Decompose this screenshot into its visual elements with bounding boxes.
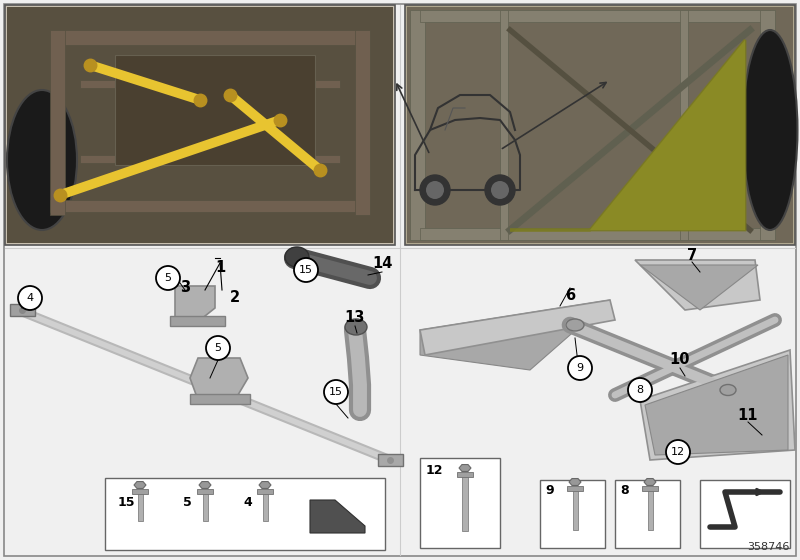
Polygon shape [310, 500, 365, 533]
Text: 13: 13 [345, 310, 365, 325]
Circle shape [420, 175, 450, 205]
Bar [760, 10, 775, 240]
Polygon shape [644, 479, 656, 486]
Text: 8: 8 [637, 385, 643, 395]
Circle shape [18, 286, 42, 310]
Polygon shape [640, 350, 795, 460]
Polygon shape [640, 265, 758, 310]
Bar [197, 489, 213, 494]
Bar [257, 489, 273, 494]
Circle shape [324, 380, 348, 404]
Bar [105, 478, 385, 550]
Bar [115, 55, 315, 165]
Bar [50, 30, 65, 215]
Circle shape [666, 440, 690, 464]
Ellipse shape [345, 319, 367, 335]
Text: 4: 4 [26, 293, 34, 303]
Bar [262, 493, 267, 521]
Text: 5: 5 [214, 343, 222, 353]
Text: 10: 10 [670, 352, 690, 367]
Ellipse shape [720, 385, 736, 395]
Text: 5: 5 [165, 273, 171, 283]
Polygon shape [645, 355, 788, 455]
Bar [642, 486, 658, 491]
Text: 5: 5 [183, 496, 192, 509]
Bar [80, 80, 340, 88]
Bar [647, 490, 653, 530]
Ellipse shape [566, 319, 584, 331]
Circle shape [491, 181, 509, 199]
Text: 9: 9 [577, 363, 583, 373]
Text: 2: 2 [230, 291, 240, 306]
Text: 15: 15 [299, 265, 313, 275]
Polygon shape [510, 40, 745, 230]
Bar [500, 10, 508, 240]
Bar [405, 5, 795, 245]
Bar [170, 316, 225, 326]
Bar [378, 454, 403, 466]
Text: 11: 11 [738, 408, 758, 422]
Circle shape [156, 266, 180, 290]
Text: 15: 15 [329, 387, 343, 397]
Text: 15: 15 [118, 496, 135, 509]
Bar [138, 493, 142, 521]
Bar [680, 10, 688, 240]
Polygon shape [459, 465, 471, 472]
Text: 358746: 358746 [748, 542, 790, 552]
Text: 8: 8 [620, 484, 629, 497]
Bar [50, 200, 360, 212]
Polygon shape [420, 300, 610, 370]
Bar [700, 480, 790, 548]
Bar [540, 480, 605, 548]
Text: 4: 4 [243, 496, 252, 509]
Bar [132, 489, 148, 494]
Text: 1: 1 [215, 260, 225, 276]
Circle shape [426, 181, 444, 199]
Bar [10, 304, 35, 316]
Ellipse shape [742, 30, 798, 230]
Circle shape [568, 356, 592, 380]
Bar [5, 5, 395, 245]
Bar [7, 7, 393, 243]
Polygon shape [590, 40, 745, 230]
Polygon shape [635, 260, 760, 310]
Polygon shape [190, 358, 248, 400]
Text: 14: 14 [372, 256, 392, 272]
Circle shape [294, 258, 318, 282]
Polygon shape [134, 482, 146, 488]
Text: 6: 6 [565, 287, 575, 302]
Bar [355, 30, 370, 215]
Bar [190, 394, 250, 404]
Polygon shape [420, 300, 615, 355]
Polygon shape [199, 482, 211, 488]
Polygon shape [175, 286, 215, 320]
Circle shape [628, 378, 652, 402]
Bar [457, 472, 473, 477]
Ellipse shape [7, 90, 77, 230]
Bar [420, 458, 500, 548]
Bar [410, 10, 425, 240]
Bar [50, 30, 360, 45]
Circle shape [485, 175, 515, 205]
Bar [420, 10, 770, 22]
Circle shape [206, 336, 230, 360]
Polygon shape [569, 479, 581, 486]
Bar [407, 7, 793, 243]
Text: 3: 3 [180, 281, 190, 296]
Bar [420, 228, 770, 240]
Text: 9: 9 [545, 484, 554, 497]
Text: 12: 12 [671, 447, 685, 457]
Ellipse shape [285, 247, 309, 267]
Bar [80, 155, 340, 163]
Text: 12: 12 [426, 464, 443, 477]
Bar [567, 486, 583, 491]
Bar [202, 493, 207, 521]
Bar [462, 476, 468, 531]
Text: 7: 7 [687, 248, 697, 263]
Bar [615, 480, 680, 548]
Bar [573, 490, 578, 530]
Polygon shape [259, 482, 271, 488]
